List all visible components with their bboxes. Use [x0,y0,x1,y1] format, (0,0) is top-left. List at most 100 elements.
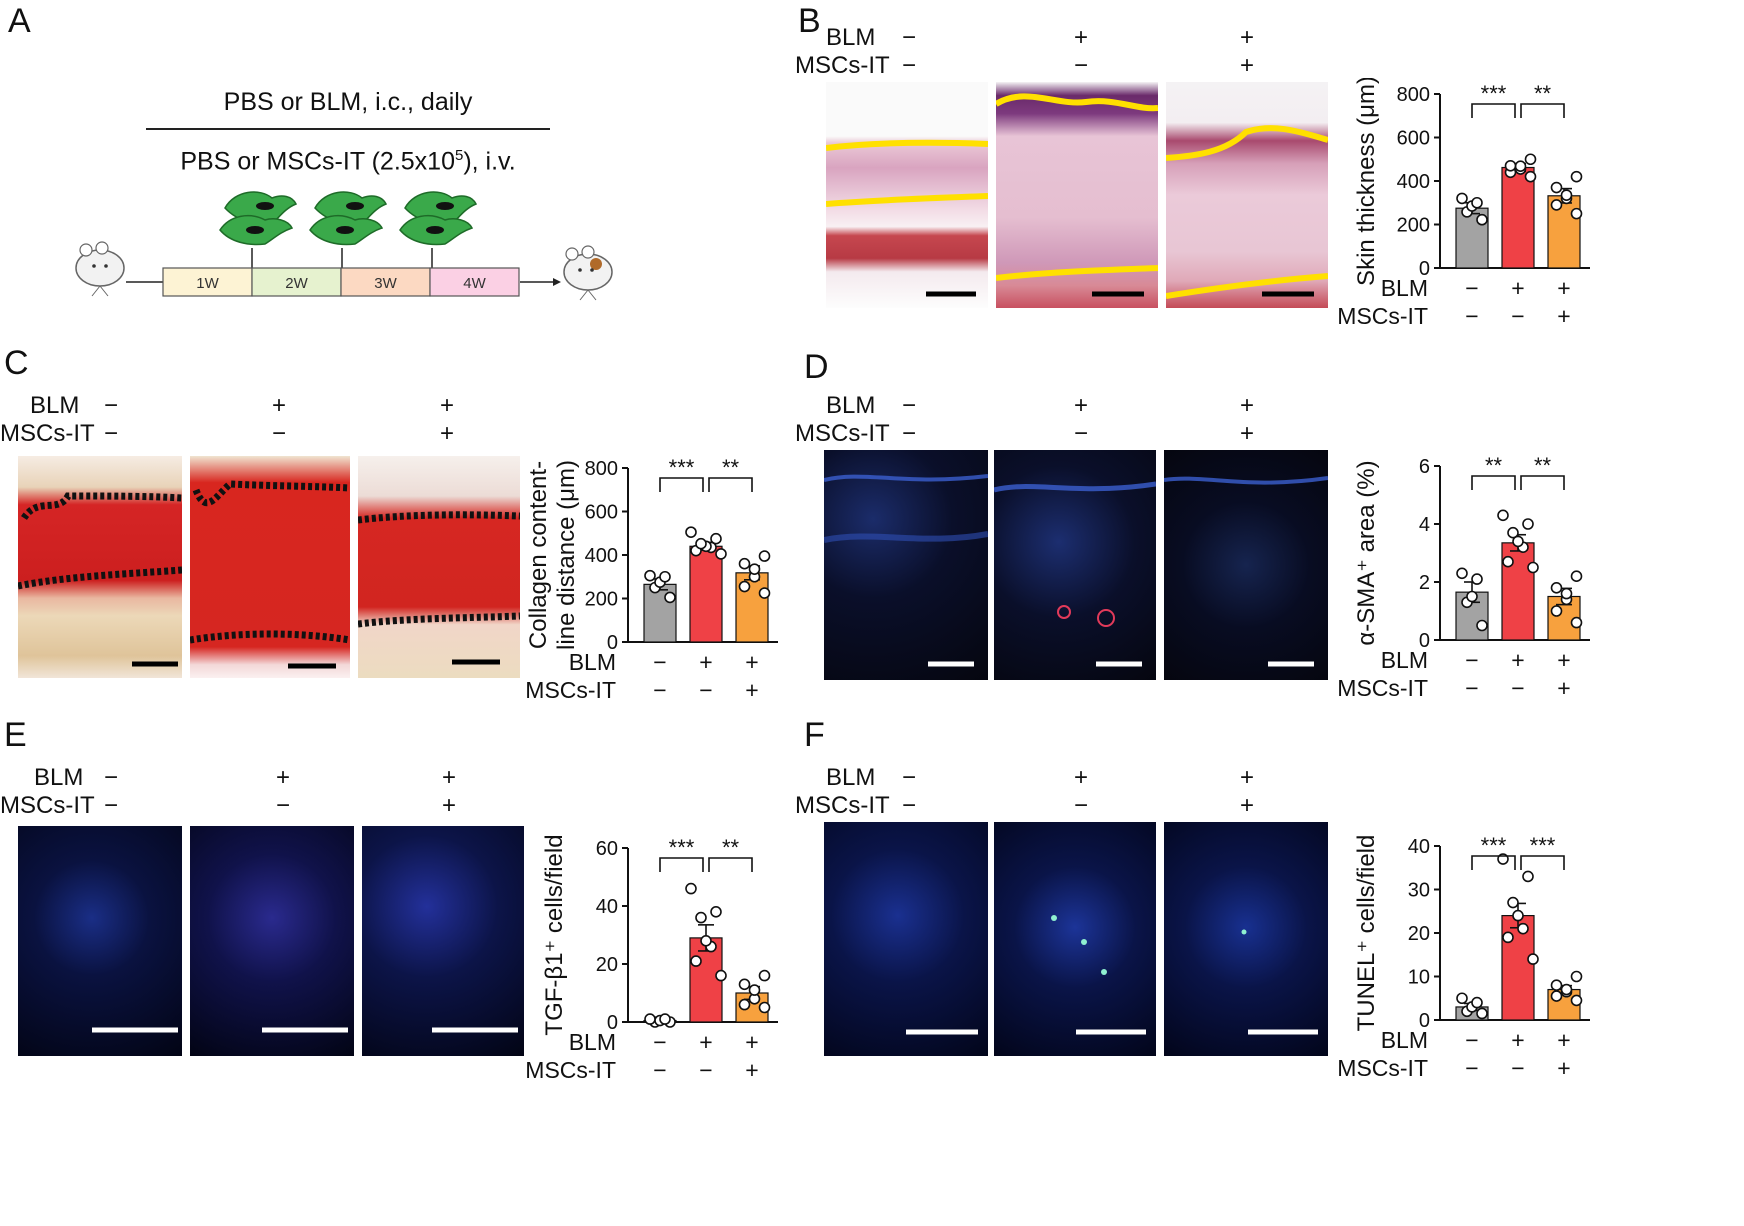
bar [1501,166,1535,269]
data-point [1550,582,1563,594]
blm-sign-3: + [1240,24,1255,51]
data-point [695,537,707,550]
panel-label-e: E [4,716,27,754]
msc-sign-1: − [104,792,119,819]
data-point [1570,616,1583,629]
data-point [1456,567,1468,580]
micrograph-collagen-control [18,456,182,678]
data-point [1471,573,1483,585]
msc-sign: + [1557,675,1570,701]
blm-sign: + [699,1029,712,1055]
significance-bracket [659,857,704,872]
msc-sign-3: + [1240,52,1255,79]
y-tick-label: 400 [1397,171,1430,193]
data-point [738,557,751,570]
msc-label: MSCs-IT [795,52,890,79]
blm-label: BLM [826,764,876,791]
data-point [1550,979,1563,991]
treatment-line-2-sup: 5 [454,147,464,164]
data-point [1570,207,1583,220]
y-tick-label: 0 [1419,258,1430,280]
blm-label: BLM [1381,647,1428,673]
data-point [700,935,712,947]
significance-label: ** [722,835,740,860]
significance-label: ** [1485,453,1503,478]
blm-sign: + [1557,275,1570,301]
micrograph-he-blm [996,82,1158,308]
data-point [715,548,727,560]
y-tick-label: 0 [607,632,618,654]
msc-sign: − [1511,1055,1524,1081]
blm-sign: − [1465,647,1478,673]
msc-sign: − [653,677,666,703]
blm-sign-1: − [902,392,917,419]
chart-tunel-cells: TUNEL⁺ cells/field 0 10 20 30 40 *** *** BLMMSCs… [1337,833,1590,1081]
blm-sign-3: + [440,392,455,419]
y-axis-label: Collagen content- [525,461,552,649]
data-point [1471,996,1483,1009]
significance-bracket [1520,855,1565,870]
blm-sign-2: + [276,764,291,791]
significance-bracket [1520,475,1565,490]
y-tick-label: 400 [585,545,618,567]
bar [689,545,723,643]
msc-label: MSCs-IT [0,792,95,819]
data-point [1476,1007,1488,1020]
micrograph-he-blm-msc [1166,82,1328,308]
msc-sign-2: − [276,792,291,819]
data-point [1512,909,1524,922]
msc-sign: + [1557,1055,1570,1081]
y-tick-label: 800 [1397,84,1430,106]
msc-sign: − [1511,303,1524,329]
y-tick-label: 0 [1419,630,1430,652]
blm-sign: − [1465,1027,1478,1053]
significance-label: *** [669,455,695,480]
treatment-line-2-post: ), i.v. [463,147,516,176]
data-point [659,1013,671,1025]
data-point [1476,213,1488,226]
cell-icon [399,191,478,246]
blm-sign-3: + [1240,392,1255,419]
mouse-icon [563,245,613,301]
msc-label: MSCs-IT [525,677,616,703]
msc-sign-1: − [902,420,917,447]
blm-sign: + [1511,647,1524,673]
week-timeline: 1W 2W 3W 4W [162,267,520,297]
micrograph-asma-control [824,450,988,680]
data-point [1502,555,1514,568]
blm-sign: + [745,649,758,675]
blm-sign-2: + [272,392,287,419]
panel-label-f: F [804,716,825,754]
msc-label: MSCs-IT [525,1057,616,1083]
data-point [710,906,722,918]
significance-label: *** [1530,833,1556,858]
data-point [664,591,676,604]
data-point [758,969,771,982]
bar [1455,207,1489,269]
y-axis-label: TGF-β1⁺ cells/field [541,834,568,1035]
data-point [1524,170,1537,183]
blm-sign: + [1557,1027,1570,1053]
msc-sign-3: + [442,792,457,819]
blm-label: BLM [34,764,84,791]
msc-sign: + [1557,303,1570,329]
msc-label: MSCs-IT [1337,675,1428,701]
significance-bracket [708,477,753,492]
micrograph-tunel-blm [994,822,1156,1056]
data-point [1550,199,1563,211]
y-tick-label: 30 [1408,880,1430,902]
data-point [1570,994,1583,1007]
blm-sign: + [699,649,712,675]
blm-sign-3: + [1240,764,1255,791]
mouse-icon [75,241,125,297]
y-tick-label: 6 [1419,456,1430,478]
data-point [748,984,761,996]
week-segment [429,267,520,297]
y-tick-label: 40 [596,896,618,918]
blm-sign: + [1557,647,1570,673]
data-point [710,532,722,545]
msc-sign-2: − [272,420,287,447]
significance-bracket [1471,855,1516,870]
micrograph-collagen-blm-msc [358,456,520,678]
